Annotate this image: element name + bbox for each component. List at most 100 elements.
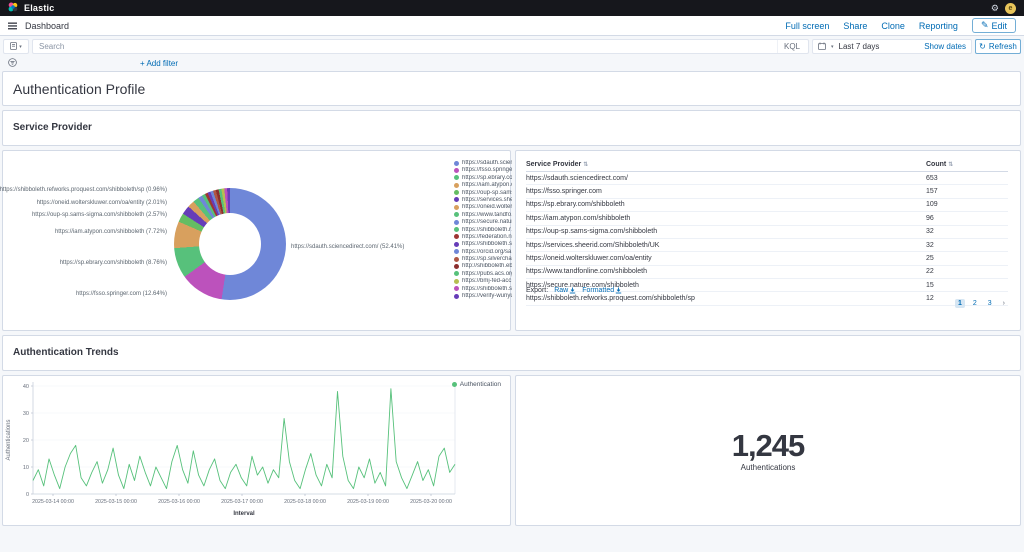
cell-service-provider: https://fsso.springer.com	[526, 188, 602, 196]
filter-icon[interactable]	[8, 54, 17, 72]
section-title: Service Provider	[13, 122, 92, 133]
cell-count: 96	[926, 214, 934, 222]
table-row[interactable]: https://shibboleth.refworks.proquest.com…	[526, 292, 1008, 306]
legend-item[interactable]: https://pubs.acs.org…	[454, 271, 512, 277]
sp-table-body: https://sdauth.sciencedirect.com/653 http…	[526, 172, 1008, 306]
query-bar: ▾ Search KQL ▾ Last 7 days Show dates ↻ …	[0, 37, 1024, 56]
table-header-row: Service Provider ⇅ Count ⇅	[526, 159, 1008, 172]
service-provider-table: Service Provider ⇅ Count ⇅ https://sdauth.…	[526, 159, 1008, 306]
legend-item[interactable]: https://shibboleth.s…	[454, 286, 512, 292]
page-button[interactable]: 1	[954, 299, 965, 308]
legend-item[interactable]: https://sdauth.scien…	[454, 160, 512, 166]
brand-title: Elastic	[24, 3, 55, 13]
legend-label: https://sp.silverchair…	[462, 256, 512, 263]
table-row[interactable]: https://secure.nature.com/shibboleth 15	[526, 279, 1008, 293]
legend-item[interactable]: https://iam.atypon.c…	[454, 182, 512, 188]
slice-label: https://sdauth.sciencedirect.com/ (52.41…	[291, 244, 405, 250]
legend-item[interactable]: https://sp.ebrary.co…	[454, 175, 512, 181]
cell-count: 157	[926, 188, 938, 196]
full-screen-link[interactable]: Full screen	[785, 20, 830, 31]
legend-swatch	[454, 271, 459, 277]
table-row[interactable]: https://oneid.wolterskluwer.com/oa/entit…	[526, 252, 1008, 266]
svg-text:20: 20	[23, 438, 29, 444]
user-avatar[interactable]: e	[1005, 2, 1016, 14]
chevron-down-icon: ▾	[831, 43, 834, 50]
legend-label: https://bmj-fed-acc…	[462, 278, 512, 285]
slice-label: https://oup-sp.sams-sigma.com/shibboleth…	[31, 212, 167, 218]
legend-swatch	[454, 249, 459, 255]
donut-chart[interactable]	[174, 188, 286, 300]
legend-item[interactable]: https://orcid.org/sa…	[454, 249, 512, 255]
saved-query-menu-button[interactable]: ▾	[3, 39, 29, 54]
export-formatted-link[interactable]: Formatted	[582, 287, 622, 294]
elastic-logo-icon	[8, 0, 18, 17]
page-button[interactable]: 2	[972, 300, 977, 307]
legend-label: https://services.she…	[462, 196, 512, 203]
legend-item[interactable]: https://services.she…	[454, 197, 512, 203]
breadcrumb[interactable]: Dashboard	[25, 20, 70, 31]
query-language-button[interactable]: KQL	[776, 40, 802, 53]
cell-service-provider: https://sdauth.sciencedirect.com/	[526, 174, 628, 182]
legend-item[interactable]: https://fsso.springer…	[454, 167, 512, 173]
table-row[interactable]: https://www.tandfonline.com/shibboleth 22	[526, 266, 1008, 279]
cell-service-provider: https://www.tandfonline.com/shibboleth	[526, 268, 648, 276]
cell-count: 15	[926, 281, 934, 289]
date-picker[interactable]: ▾ Last 7 days Show dates	[812, 39, 972, 54]
page-button[interactable]: 3	[987, 300, 992, 307]
legend-swatch	[454, 227, 459, 233]
download-icon	[570, 287, 576, 294]
share-link[interactable]: Share	[843, 20, 868, 31]
legend-item[interactable]: https://federation.n…	[454, 234, 512, 240]
trend-line-svg[interactable]: 0 10 20 30 40 2025-03-14 00:00 2025-03-15 00:0…	[3, 376, 510, 525]
legend-item[interactable]: https://secure.natur…	[454, 219, 512, 225]
metric-label: Authentications	[740, 462, 796, 472]
table-row[interactable]: https://fsso.springer.com 157	[526, 185, 1008, 199]
legend-item[interactable]: https://shibboleth.r…	[454, 227, 512, 233]
legend-item[interactable]: http://shibboleth.eb…	[454, 263, 512, 269]
legend-label: https://oup-sp.sams…	[462, 189, 512, 196]
legend-item[interactable]: https://sp.silverchair…	[454, 256, 512, 262]
legend-item[interactable]: https://bmj-fed-acc…	[454, 278, 512, 284]
reporting-link[interactable]: Reporting	[918, 20, 958, 31]
legend-item[interactable]: https://verify-wunyu…	[454, 293, 512, 299]
svg-text:Authentications: Authentications	[6, 419, 12, 460]
table-row[interactable]: https://iam.atypon.com/shibboleth 96	[526, 212, 1008, 226]
slice-label: https://shibboleth.refworks.proquest.com…	[0, 187, 167, 193]
svg-text:2025-03-20 00:00: 2025-03-20 00:00	[410, 499, 452, 505]
next-page-button[interactable]: ›	[1002, 300, 1005, 307]
time-range-value[interactable]: Last 7 days	[838, 42, 880, 51]
search-input[interactable]: Search KQL	[32, 39, 809, 54]
column-header-count[interactable]: Count ⇅	[926, 161, 954, 168]
table-row[interactable]: https://sp.ebrary.com/shibboleth 109	[526, 199, 1008, 213]
edit-button[interactable]: ✎ Edit	[971, 18, 1016, 33]
legend-swatch	[454, 241, 459, 247]
refresh-icon: ↻	[979, 42, 986, 51]
table-row[interactable]: https://oup-sp.sams-sigma.com/shibboleth…	[526, 226, 1008, 239]
legend-item[interactable]: https://oneid.wolter…	[454, 204, 512, 210]
cell-service-provider: https://oneid.wolterskluwer.com/oa/entit…	[526, 254, 652, 262]
legend-swatch	[454, 219, 459, 225]
table-row[interactable]: https://sdauth.sciencedirect.com/653	[526, 172, 1008, 186]
metric-panel: 1,245 Authentications	[515, 375, 1021, 526]
gear-icon[interactable]: ⚙	[990, 2, 999, 13]
show-dates-link[interactable]: Show dates	[924, 42, 966, 51]
cell-service-provider: https://sp.ebrary.com/shibboleth	[526, 201, 625, 209]
legend-label: https://shibboleth.s…	[462, 285, 512, 292]
legend-item[interactable]: https://www.tandfo…	[454, 212, 512, 218]
refresh-button[interactable]: ↻ Refresh	[975, 39, 1021, 54]
add-filter-link[interactable]: + Add filter	[140, 58, 179, 68]
legend-item[interactable]: https://shibboleth.s…	[454, 241, 512, 247]
clone-link[interactable]: Clone	[881, 20, 905, 31]
table-row[interactable]: https://services.sheerid.com/Shibboleth/…	[526, 239, 1008, 253]
trend-legend-item[interactable]: Authentication	[451, 381, 501, 388]
legend-item[interactable]: https://oup-sp.sams…	[454, 190, 512, 196]
svg-text:2025-03-17 00:00: 2025-03-17 00:00	[221, 499, 263, 505]
column-header-service-provider[interactable]: Service Provider ⇅	[526, 161, 589, 168]
menu-icon[interactable]	[8, 17, 17, 35]
legend-swatch	[454, 263, 459, 269]
search-placeholder: Search	[39, 42, 65, 51]
dashboard-title: Authentication Profile	[13, 81, 146, 97]
pencil-icon: ✎	[980, 20, 989, 30]
export-raw-link[interactable]: Raw	[554, 287, 576, 294]
cell-service-provider: https://iam.atypon.com/shibboleth	[526, 214, 631, 222]
